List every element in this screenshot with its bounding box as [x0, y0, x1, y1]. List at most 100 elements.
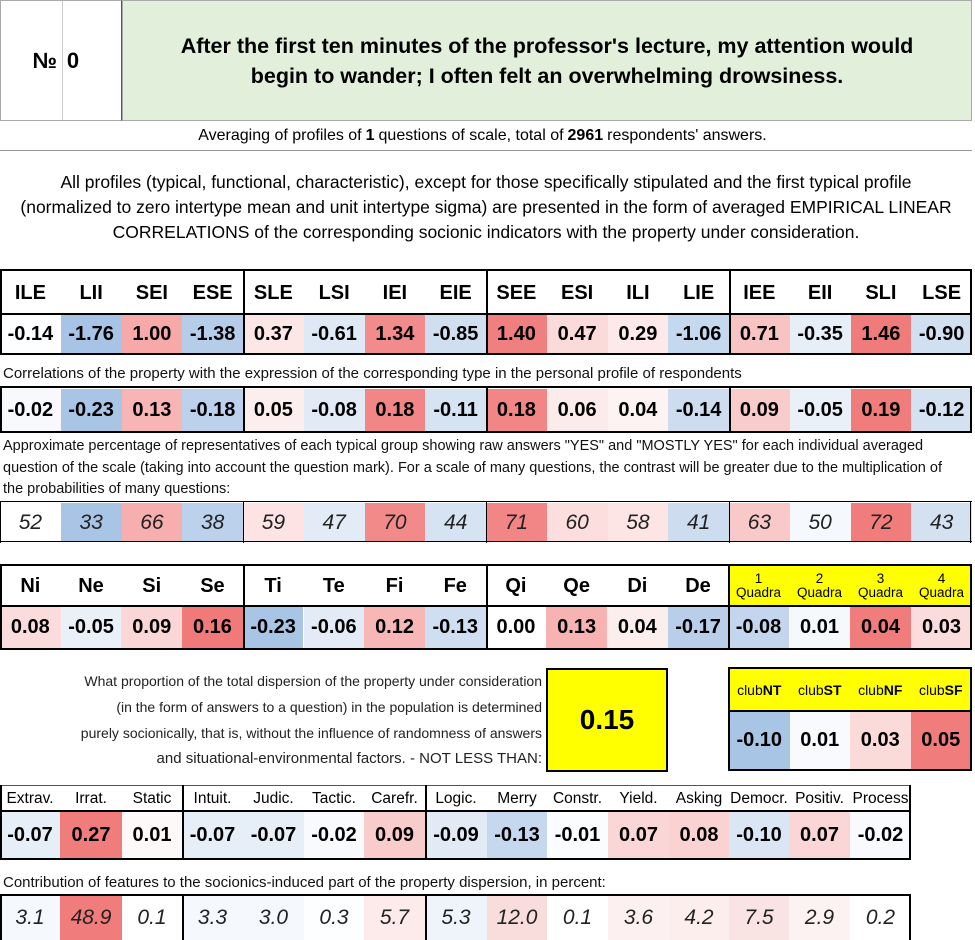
function-header: Fe	[443, 574, 467, 597]
trait-contribution: 0.1	[122, 896, 182, 940]
grid-line	[486, 386, 488, 433]
trait-contribution: 5.3	[425, 896, 487, 940]
type-correlation-value: 0.13	[121, 389, 183, 432]
type-header: SLE	[253, 281, 293, 304]
quadra-header: 2 Quadra	[789, 566, 850, 606]
type-normalized-value: -0.35	[789, 314, 851, 354]
function-value: 0.08	[0, 606, 61, 649]
function-value: 0.12	[364, 606, 425, 649]
club-value: 0.05	[910, 711, 971, 770]
type-correlation-value: -0.12	[911, 389, 972, 432]
type-normalized-value: 1.34	[364, 314, 426, 354]
grid-line	[728, 667, 730, 771]
function-value: -0.05	[60, 606, 122, 649]
trait-value: -0.09	[425, 812, 487, 859]
dispersion-line-1: What proportion of the total dispersion …	[84, 673, 542, 689]
type-header: ILI	[626, 281, 650, 304]
quadra-header: 1 Quadra	[728, 566, 789, 606]
type-normalized-value: 0.29	[607, 314, 669, 354]
type-header: ESI	[561, 281, 594, 304]
type-normalized-value: -0.14	[0, 314, 61, 354]
dispersion-text: What proportion of the total dispersion …	[0, 668, 546, 772]
club-prefix: club	[918, 682, 945, 698]
quadra-value: 0.01	[789, 606, 850, 649]
type-percentage-value: 43	[911, 503, 972, 542]
type-normalized-value: 1.46	[850, 314, 912, 354]
quadra-value: -0.08	[728, 606, 789, 649]
trait-header: Tactic.	[312, 790, 356, 807]
type-normalized-value: -1.38	[182, 314, 243, 354]
trait-value: 0.01	[122, 812, 182, 859]
trait-contribution: 0.3	[304, 896, 364, 940]
function-header: Si	[142, 574, 162, 597]
grid-line	[0, 894, 911, 896]
trait-value: -0.07	[243, 812, 304, 859]
grid-line	[486, 501, 487, 543]
function-header: Ne	[78, 574, 104, 597]
trait-contribution: 2.9	[789, 896, 850, 940]
grid-line	[0, 858, 911, 860]
type-percentage-value: 59	[243, 503, 304, 542]
dispersion-line-2: (in the form of answers to a question) i…	[116, 699, 542, 715]
grid-line	[182, 785, 184, 860]
type-normalized-value: -0.61	[303, 314, 365, 354]
grid-line	[0, 269, 2, 355]
trait-header: Positiv.	[795, 790, 844, 807]
questions-count: 1	[365, 127, 375, 144]
trait-contribution: 12.0	[487, 896, 547, 940]
trait-value: 0.09	[364, 812, 425, 859]
quadra-number: 4	[937, 571, 946, 586]
grid-line	[425, 785, 427, 860]
club-name: SF	[944, 682, 963, 698]
trait-contribution: 4.2	[669, 896, 729, 940]
trait-header: Extrav.	[6, 790, 54, 807]
club-name: ST	[823, 682, 842, 698]
type-percentage-value: 72	[850, 503, 912, 542]
grid-line	[243, 269, 245, 355]
type-correlation-value: 0.19	[850, 389, 912, 432]
grid-line	[243, 501, 244, 543]
grid-line	[729, 386, 731, 433]
trait-header: Yield.	[619, 790, 658, 807]
trait-value: -0.01	[547, 812, 608, 859]
trait-value: -0.10	[729, 812, 789, 859]
trait-contribution: 0.2	[850, 896, 911, 940]
trait-header: Asking	[675, 790, 723, 807]
quadra-label: Quadra	[735, 585, 782, 600]
grid-line	[970, 501, 971, 543]
function-value: -0.13	[424, 606, 486, 649]
grid-line	[182, 894, 184, 940]
function-value: -0.23	[242, 606, 304, 649]
type-normalized-value: 0.37	[243, 314, 304, 354]
trait-contribution: 3.3	[182, 896, 243, 940]
quadra-number: 2	[815, 571, 824, 586]
type-correlation-value: -0.05	[789, 389, 851, 432]
type-percentage-value: 47	[303, 503, 365, 542]
trait-value: -0.13	[487, 812, 547, 859]
grid-line	[728, 564, 731, 650]
function-header: Qe	[563, 574, 590, 597]
number-value: 0	[66, 47, 80, 73]
trait-value: 0.07	[789, 812, 850, 859]
dispersion-line-3: purely socionically, that is, without th…	[80, 725, 542, 741]
type-normalized-value: -0.90	[911, 314, 972, 354]
function-value: -0.06	[303, 606, 365, 649]
summary-text-1: Averaging of profiles of	[198, 127, 362, 144]
type-percentage-value: 70	[364, 503, 426, 542]
header-number-box: № 0	[0, 0, 122, 121]
trait-header: Intuit.	[193, 790, 232, 807]
club-name: NT	[762, 682, 782, 698]
grid-line	[0, 785, 2, 860]
summary-line: Averaging of profiles of 1 questions of …	[0, 122, 965, 150]
type-percentage-value: 41	[668, 503, 729, 542]
trait-contribution: 5.7	[364, 896, 425, 940]
type-correlation-value: 0.09	[729, 389, 790, 432]
correlation-caption: Correlations of the property with the ex…	[3, 365, 742, 382]
type-normalized-value: 1.40	[486, 314, 547, 354]
type-header: IEE	[743, 281, 776, 304]
contribution-caption: Contribution of features to the socionic…	[3, 874, 606, 891]
grid-line	[970, 269, 972, 355]
trait-header: Constr.	[552, 790, 603, 807]
type-correlation-value: 0.05	[243, 389, 304, 432]
club-prefix: club	[858, 682, 884, 698]
